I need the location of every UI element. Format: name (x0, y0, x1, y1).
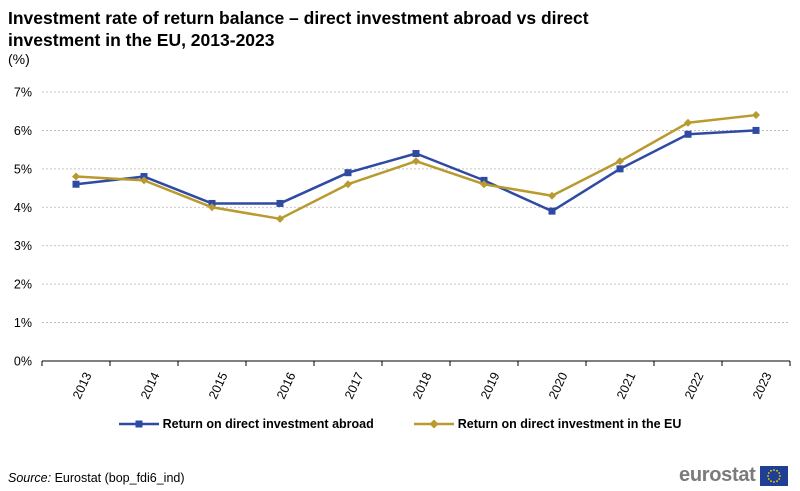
flag-star (767, 471, 770, 474)
unit-label: (%) (8, 51, 30, 67)
legend-item-eu: Return on direct investment in the EU (413, 414, 682, 434)
y-tick-label: 0% (14, 355, 32, 369)
data-point-diamond (684, 118, 692, 127)
flag-star (772, 480, 775, 483)
source-label: Source: (8, 471, 52, 485)
x-tick-label: 2017 (342, 370, 366, 401)
x-tick-label: 2014 (138, 370, 162, 401)
data-point-square (276, 199, 284, 207)
data-point-diamond (412, 157, 420, 166)
x-tick-label: 2018 (410, 370, 434, 401)
y-tick-label: 6% (14, 124, 32, 138)
y-tick-label: 3% (14, 239, 32, 253)
grid-lines (42, 91, 790, 323)
data-point-diamond (752, 111, 760, 120)
source-note: Source: Eurostat (bop_fdi6_ind) (8, 471, 185, 485)
legend-swatch-eu (413, 419, 454, 429)
y-tick-label: 5% (14, 162, 32, 176)
flag-star (777, 471, 780, 474)
data-point-diamond (140, 176, 148, 185)
x-tick-label: 2023 (750, 370, 774, 401)
logo-text: eurostat (679, 464, 756, 486)
flag-star (775, 479, 778, 482)
data-point-diamond (616, 157, 624, 166)
legend-swatch-abroad (118, 420, 159, 428)
data-point-square (412, 149, 420, 157)
flag-star (769, 469, 772, 472)
x-tick-label: 2016 (274, 370, 298, 401)
y-tick-label: 7% (14, 86, 32, 100)
data-point-diamond (344, 180, 352, 189)
data-point-diamond (480, 180, 488, 189)
legend-label-abroad: Return on direct investment abroad (162, 417, 374, 431)
legend-item-abroad: Return on direct investment abroad (118, 414, 374, 434)
flag-star (766, 474, 769, 477)
flag-star (777, 477, 780, 480)
x-tick-label: 2015 (206, 370, 230, 401)
legend-label-eu: Return on direct investment in the EU (457, 417, 682, 431)
legend: Return on direct investment abroad Retur… (0, 414, 800, 434)
chart-title: Investment rate of return balance – dire… (8, 8, 589, 50)
flag-star (767, 477, 770, 480)
flag-star (769, 479, 772, 482)
line-chart: 0% 1% 2% 3% 4% 5% 6% 7% 2013 2014 2015 2016 2017 2018… (14, 86, 791, 401)
x-tick-label: 2021 (614, 370, 638, 401)
data-point-diamond (208, 203, 216, 212)
data-point-diamond (548, 191, 556, 200)
data-point-square (72, 180, 80, 188)
data-point-square (344, 169, 352, 177)
eu-flag-icon (759, 465, 788, 486)
flag-star (772, 468, 775, 471)
axes: 0% 1% 2% 3% 4% 5% 6% 7% 2013 2014 2015 2016 2017 2018… (14, 86, 791, 401)
x-tick-label: 2022 (682, 370, 706, 401)
flag-star (778, 474, 781, 477)
x-tick-label: 2019 (478, 370, 502, 401)
flag-star (775, 469, 778, 472)
x-tick-label: 2020 (546, 370, 570, 401)
data-point-square (548, 207, 556, 215)
data-point-diamond (276, 214, 284, 223)
y-tick-label: 2% (14, 278, 32, 292)
x-tick-label: 2013 (70, 370, 94, 401)
source-text: Eurostat (bop_fdi6_ind) (54, 471, 185, 485)
data-point-square (752, 126, 760, 134)
data-point-square (616, 165, 624, 173)
y-tick-label: 1% (14, 316, 32, 330)
data-point-diamond (72, 172, 80, 181)
series-lines (72, 111, 760, 223)
eurostat-logo: eurostat (679, 464, 788, 487)
y-tick-label: 4% (14, 201, 32, 215)
data-point-square (684, 130, 692, 138)
